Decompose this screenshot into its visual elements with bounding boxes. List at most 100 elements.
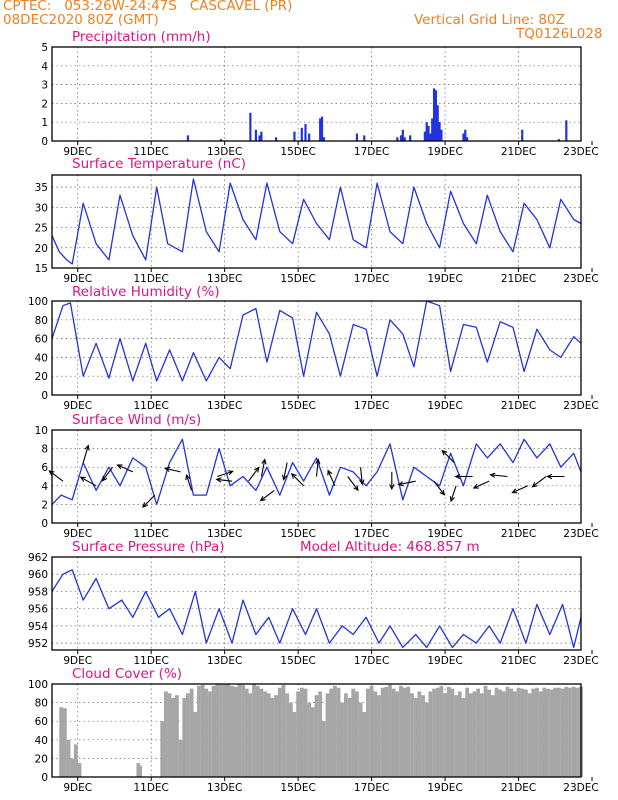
cloud-bar [281,684,286,777]
cloud-bar [557,687,561,777]
cloud-xtick-label: 15DEC [280,782,315,794]
wind-arrow-shaft [512,485,528,494]
cloud-bar [413,697,418,777]
precip-bar [219,139,223,141]
cloud-bar [329,688,334,777]
cloud-bar [226,684,231,777]
wind-arrow-head [261,458,267,465]
press-ytick-label: 958 [28,586,48,598]
cloud-bar [560,688,565,777]
temp-ytick-label: 35 [35,182,48,194]
cloud-bar [321,721,326,777]
precip-bar [466,137,469,141]
wind-arrow-shaft [82,445,89,463]
temp-xtick-label: 21DEC [501,273,536,285]
wind-ytick-label: 8 [41,444,48,456]
precip-bar [260,131,263,141]
precip-bar [396,137,399,141]
press-ytick-label: 962 [28,552,48,564]
temp-ytick-label: 15 [35,263,48,275]
wind-arrow-shaft [142,494,156,508]
wind-arrow-head [227,470,234,476]
press-frame [51,556,582,651]
cloud-bar [443,693,447,777]
cloud-bar [222,684,227,777]
cloud-bar [424,702,429,777]
press-series-line [51,569,582,649]
wind-arrow-head [281,474,288,481]
rh-xtick-label: 21DEC [501,400,536,412]
precip-bar [186,135,190,141]
cloud-bar [351,688,356,777]
cloud-bar [211,685,216,777]
rh-xtick-label: 17DEC [354,400,389,412]
wind-arrow-shaft [117,464,134,473]
wind-arrow-shaft [291,473,305,487]
cloud-bar [395,691,400,777]
cloud-bar [347,697,352,777]
wind-ytick-label: 2 [41,499,48,511]
wind-xtick-label: 17DEC [354,528,389,540]
wind-xtick-label: 9DEC [63,528,92,540]
rh-xtick-label: 11DEC [133,400,168,412]
wind-arrow-head [441,449,448,456]
precip-bar [249,112,252,141]
cloud-bar [465,687,470,777]
cloud-bar [512,691,517,777]
cloud-bar [546,688,550,777]
cloud-xtick-label: 11DEC [133,782,168,794]
wind-arrow-head [397,481,404,487]
rh-frame [51,300,582,396]
cloud-xtick-label: 9DEC [63,782,92,794]
precip-xtick-label: 21DEC [501,146,536,158]
precip-bar [557,139,561,141]
panel-precip: Precipitation (mm/h) 0 1 2 3 4 5 9DEC 11DEC 13DEC… [41,29,598,158]
cloud-bar [428,691,433,777]
cloud-bar [402,687,407,777]
cloud-bar [270,697,275,777]
wind-arrow-head [116,464,123,470]
cloud-bar [501,691,506,777]
precip-bar [399,135,403,141]
cloud-bar [241,684,245,777]
precip-bar [462,133,465,141]
cloud-bar [178,739,183,777]
cloud-bar [531,688,536,777]
cloud-bar [318,691,323,777]
wind-arrow-head [142,502,148,508]
temp-xtick-label: 9DEC [63,273,92,285]
wind-arrow-head [290,473,297,479]
cloud-bar [163,691,168,777]
precip-bar [274,137,278,141]
wind-arrow-head [449,496,455,503]
temp-xtick-label: 19DEC [427,273,462,285]
precip-bar [431,118,434,141]
cloud-title: Cloud Cover (%) [72,666,182,682]
precip-ytick-label: 1 [41,117,48,129]
wind-arrow-shaft [450,485,457,502]
cloud-bar [454,695,458,777]
precip-bar [308,133,311,141]
cloud-bar [468,693,473,777]
precip-bar [438,122,441,141]
cloud-bar [535,687,539,777]
panel-press: Surface Pressure (hPa) 952 954 956 958 960 962… [28,539,599,667]
wind-arrow-head [315,458,321,465]
cloud-bar [523,689,528,777]
header-grid-note: Vertical Grid Line: 80Z [414,12,565,28]
rh-xtick-label: 15DEC [280,400,315,412]
cloud-bar [369,685,374,777]
precip-bar [440,129,443,141]
cloud-bar [509,688,514,777]
temp-ytick-label: 25 [35,223,48,235]
wind-xtick-label: 23DEC [563,528,598,540]
wind-arrow-head [546,473,553,480]
cloud-bar [380,687,385,777]
cloud-bar [252,684,256,777]
cloud-bar [296,691,301,777]
wind-arrow-head [101,475,108,482]
wind-title: Surface Wind (m/s) [72,412,201,428]
cloud-bar [461,697,466,777]
cloud-bar [432,688,436,777]
